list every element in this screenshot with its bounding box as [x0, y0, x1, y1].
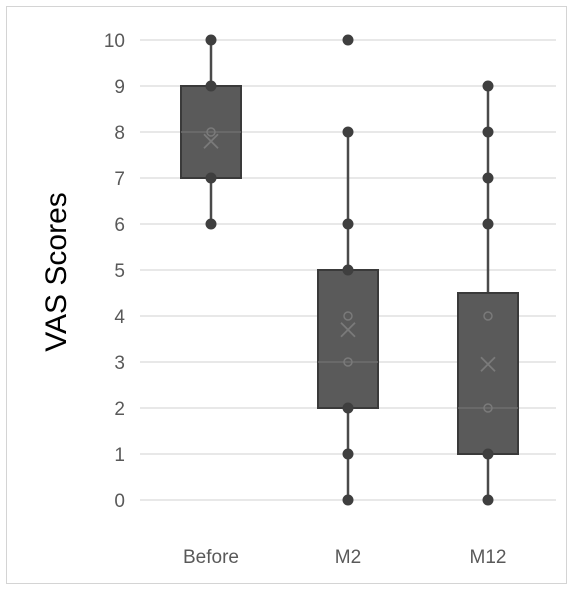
- data-point-before-9: [205, 80, 217, 92]
- x-axis-category-labels: Before M2 M12: [183, 547, 506, 568]
- y-tick-label-10: 10: [104, 31, 125, 52]
- data-point-m12-0: [482, 494, 494, 506]
- data-point-m12-4: [483, 311, 493, 321]
- data-point-m12-1: [482, 448, 494, 460]
- mean-marker-m12: [480, 356, 496, 372]
- outlier-point-m2-10: [342, 34, 354, 46]
- box-m2: [317, 34, 379, 506]
- y-tick-label-2: 2: [114, 399, 125, 420]
- mean-marker-before: [203, 133, 219, 149]
- data-point-m12-8: [482, 126, 494, 138]
- x-category-label-m12: M12: [470, 547, 507, 568]
- box-body-m2: [317, 269, 379, 409]
- y-tick-label-3: 3: [114, 353, 125, 374]
- y-tick-label-9: 9: [114, 77, 125, 98]
- data-point-before-7: [205, 172, 217, 184]
- y-tick-label-8: 8: [114, 123, 125, 144]
- y-axis-tick-labels: 0 1 2 3 4 5 6 7 8 9 10: [104, 31, 126, 512]
- box-m12: [457, 80, 519, 506]
- data-point-m12-9: [482, 80, 494, 92]
- y-tick-label-0: 0: [114, 491, 125, 512]
- data-point-m2-8: [342, 126, 354, 138]
- data-point-m12-2: [483, 403, 493, 413]
- y-tick-label-7: 7: [114, 169, 125, 190]
- y-axis-title: VAS Scores: [40, 192, 73, 352]
- x-category-label-before: Before: [183, 547, 239, 568]
- data-point-m2-2: [342, 402, 354, 414]
- y-tick-label-6: 6: [114, 215, 125, 236]
- y-tick-label-4: 4: [114, 307, 125, 328]
- data-point-before-10: [205, 34, 217, 46]
- box-body-m12: [457, 292, 519, 455]
- data-point-m2-0: [342, 494, 354, 506]
- data-point-m2-3: [343, 357, 353, 367]
- data-point-before-6: [205, 218, 217, 230]
- data-point-m12-6: [482, 218, 494, 230]
- data-point-m2-4: [343, 311, 353, 321]
- data-point-m2-1: [342, 448, 354, 460]
- y-tick-label-5: 5: [114, 261, 125, 282]
- box-before: [180, 34, 242, 230]
- boxes: [180, 34, 519, 506]
- y-tick-label-1: 1: [114, 445, 125, 466]
- data-point-m2-6: [342, 218, 354, 230]
- data-point-m12-7: [482, 172, 494, 184]
- x-category-label-m2: M2: [335, 547, 361, 568]
- data-point-m2-5: [342, 264, 354, 276]
- data-point-before-8: [206, 127, 216, 137]
- mean-marker-m2: [340, 322, 356, 338]
